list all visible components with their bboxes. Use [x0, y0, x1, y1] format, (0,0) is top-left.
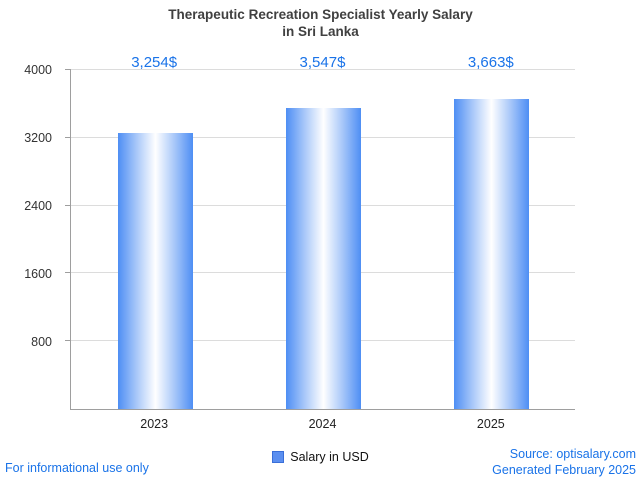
y-tick-mark: [65, 204, 71, 206]
gridline: [71, 69, 575, 70]
chart-title-line2: in Sri Lanka: [282, 24, 359, 39]
source-link[interactable]: Source: optisalary.com: [509, 447, 636, 461]
chart-title-line1: Therapeutic Recreation Specialist Yearly…: [168, 7, 473, 22]
chart-title: Therapeutic Recreation Specialist Yearly…: [0, 6, 641, 40]
bar-2025[interactable]: [454, 98, 530, 409]
generated-date: Generated February 2025: [492, 463, 636, 477]
y-tick-label: 4000: [24, 63, 52, 77]
legend-label: Salary in USD: [290, 450, 369, 464]
plot-area: [65, 69, 575, 410]
bar-value-label: 3,547$: [299, 54, 346, 71]
y-tick-label: 1600: [24, 267, 52, 281]
x-tick-label: 2023: [140, 417, 169, 431]
legend[interactable]: Salary in USD: [0, 450, 641, 464]
y-tick-label: 2400: [24, 199, 52, 213]
informational-note: For informational use only: [5, 461, 149, 475]
x-tick-label: 2024: [308, 417, 337, 431]
y-tick-mark: [65, 69, 71, 70]
bar-value-label: 3,663$: [467, 54, 514, 71]
x-tick-label: 2025: [476, 417, 505, 431]
y-tick-mark: [65, 136, 71, 138]
y-tick-label: 3200: [24, 131, 52, 145]
bar-2023[interactable]: [117, 133, 193, 409]
legend-swatch-icon: [272, 451, 285, 463]
bar-value-label: 3,254$: [131, 54, 178, 71]
bar-2024[interactable]: [286, 108, 361, 409]
footer-source-block: Source: optisalary.com Generated Februar…: [492, 446, 636, 478]
y-tick-mark: [65, 272, 71, 274]
y-axis: 800 1600 2400 3200 4000: [0, 63, 62, 410]
y-tick-mark: [65, 340, 71, 342]
y-tick-label: 800: [31, 335, 52, 349]
